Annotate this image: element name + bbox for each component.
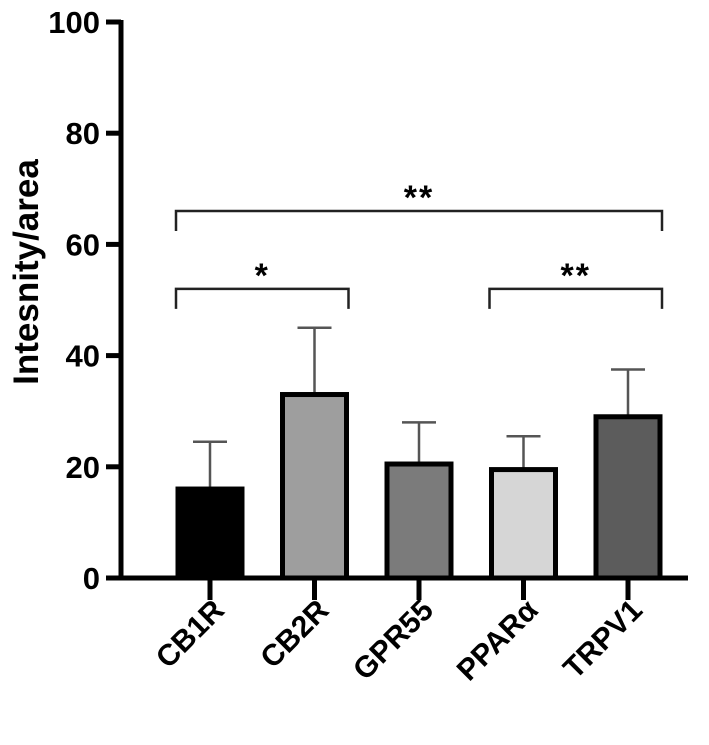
x-tick-label: TRPV1	[557, 594, 649, 686]
bar	[489, 467, 558, 581]
axes: 0 20 40 60 80 100	[48, 5, 688, 600]
y-tick-label: 80	[66, 116, 100, 151]
x-tick-label: CB1R	[150, 593, 231, 674]
y-tick-label: 0	[83, 561, 100, 596]
y-tick-label: 100	[48, 5, 100, 40]
x-tick-label: GPR55	[347, 594, 440, 687]
y-axis-title: Intesnity/area	[7, 159, 46, 385]
bar	[384, 461, 454, 581]
significance-label: **	[404, 179, 434, 217]
y-tick-label: 40	[66, 339, 100, 374]
significance-bracket	[174, 287, 350, 309]
bar	[280, 392, 349, 581]
significance-bracket	[174, 209, 664, 232]
y-tick-label: 20	[66, 450, 100, 485]
significance-group: *** **	[174, 179, 664, 309]
y-tick-label: 60	[66, 227, 100, 262]
bar	[175, 486, 245, 581]
bars-group	[175, 326, 663, 581]
significance-label: *	[255, 257, 270, 295]
x-tick-label: PPARα	[451, 593, 545, 687]
x-tick-labels: CB1R CB2R GPR55 PPARα TRPV1	[150, 593, 649, 687]
x-tick-label: CB2R	[254, 593, 335, 674]
significance-label: **	[561, 257, 591, 295]
bar	[593, 414, 663, 581]
significance-bracket	[488, 287, 664, 309]
